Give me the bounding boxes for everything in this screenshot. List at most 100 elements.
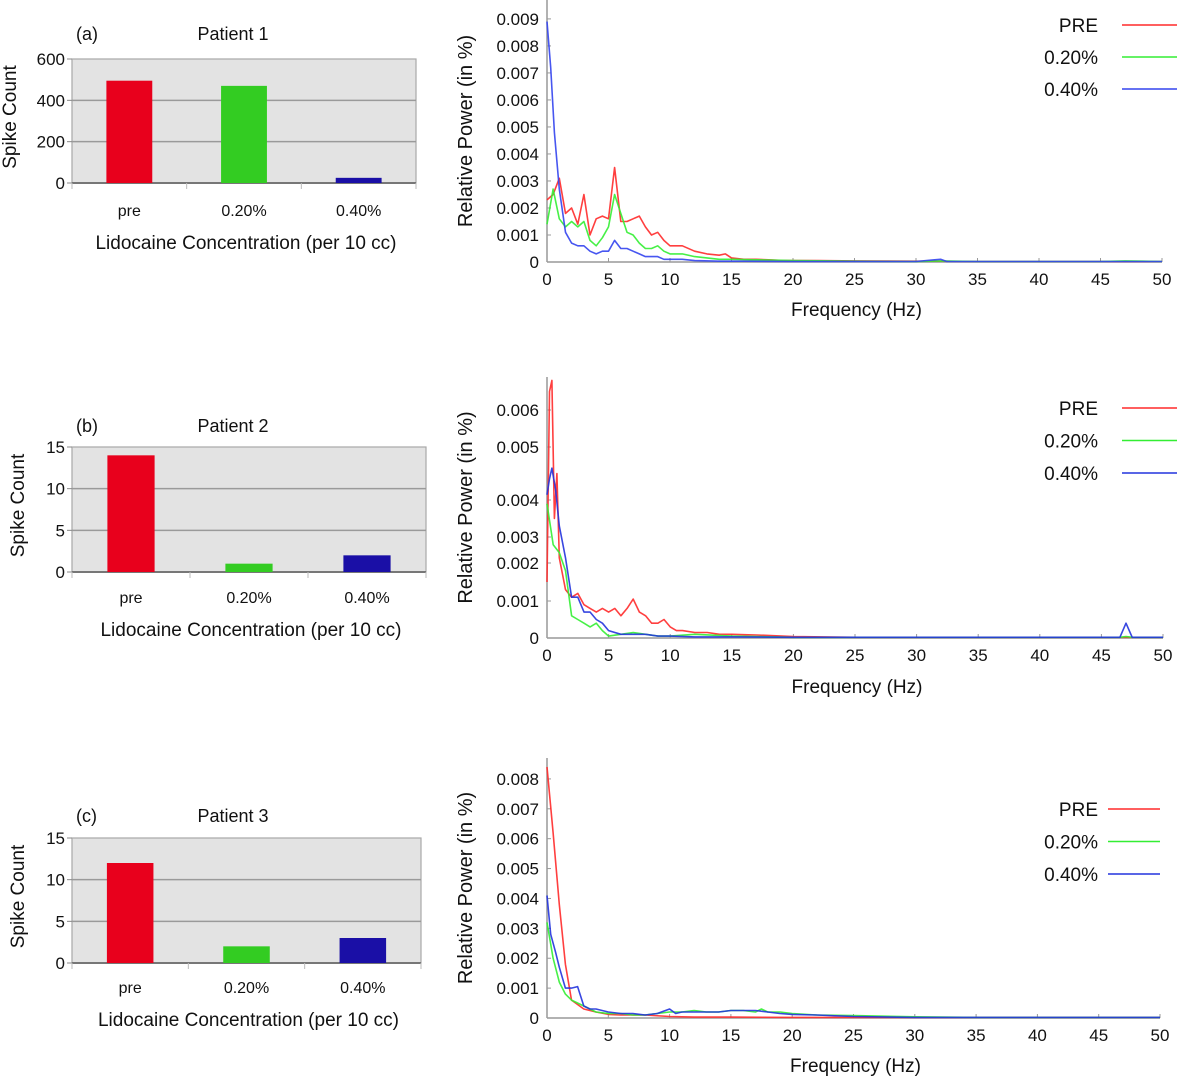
legend-label: PRE xyxy=(1059,16,1098,37)
panel-label: (a) xyxy=(76,24,98,44)
y-axis-label: Relative Power (in %) xyxy=(455,792,477,984)
x-tick-label: 15 xyxy=(721,1026,740,1045)
x-tick-label: 45 xyxy=(1092,646,1111,665)
y-tick-label: 0.006 xyxy=(496,91,539,110)
bar-pre xyxy=(106,80,153,183)
y-tick-label: 400 xyxy=(37,91,65,110)
x-tick-label: 20 xyxy=(783,1026,802,1045)
x-axis-label: Lidocaine Concentration (per 10 cc) xyxy=(95,233,396,254)
x-axis-label: Lidocaine Concentration (per 10 cc) xyxy=(98,1010,399,1031)
y-tick-label: 0.008 xyxy=(496,770,539,789)
y-tick-label: 0.002 xyxy=(496,199,539,218)
spectrum-chart-panel-2: 0 0.001 0.002 0.003 0.004 0.005 0.006 0 5 10 15 20 2… xyxy=(455,377,1177,698)
x-tick-label: 20 xyxy=(784,270,803,289)
y-tick-label: 5 xyxy=(56,912,65,931)
category-label: pre xyxy=(118,203,141,220)
y-tick-label: 0.008 xyxy=(496,37,539,56)
legend-label: 0.20% xyxy=(1044,833,1098,854)
legend-label: 0.20% xyxy=(1044,432,1098,453)
category-label: 0.40% xyxy=(340,980,385,997)
y-tick-label: 0.009 xyxy=(496,10,539,29)
y-tick-label: 0.001 xyxy=(496,592,539,611)
legend-label: 0.40% xyxy=(1044,464,1098,485)
x-axis-label: Frequency (Hz) xyxy=(791,300,922,321)
y-tick-label: 0.002 xyxy=(496,949,539,968)
y-tick-label: 0 xyxy=(530,253,539,272)
bar-040 xyxy=(343,555,391,572)
x-tick-label: 20 xyxy=(784,646,803,665)
y-tick-label: 0.004 xyxy=(496,889,539,908)
bar-020 xyxy=(225,563,273,572)
panel-label: (b) xyxy=(76,416,98,436)
y-axis-label: Spike Count xyxy=(0,65,21,169)
x-tick-label: 0 xyxy=(542,646,551,665)
x-tick-label: 50 xyxy=(1154,646,1173,665)
y-tick-label: 0.003 xyxy=(496,528,539,547)
y-tick-label: 0.004 xyxy=(496,145,539,164)
series-line-PRE xyxy=(546,166,1162,263)
y-tick-label: 0.003 xyxy=(496,172,539,191)
spectrum-chart-panel-1: 0 0.001 0.002 0.003 0.004 0.005 0.006 0.007 0.00… xyxy=(455,0,1177,321)
category-label: 0.20% xyxy=(221,203,266,220)
panel-label: (c) xyxy=(76,806,97,826)
y-tick-label: 0 xyxy=(530,1009,539,1028)
x-tick-label: 50 xyxy=(1153,270,1172,289)
y-tick-label: 0.007 xyxy=(496,64,539,83)
bar-040 xyxy=(339,938,387,963)
bar-pre xyxy=(106,863,154,963)
y-tick-label: 0.005 xyxy=(496,438,539,457)
category-label: 0.20% xyxy=(226,590,271,607)
x-tick-label: 25 xyxy=(846,646,865,665)
bar-chart-panel-1: 0 200 400 600 pre 0.20% 0.40% (a) Patient 1 Lidoc… xyxy=(0,24,417,254)
y-tick-label: 0.001 xyxy=(496,226,539,245)
y-tick-label: 10 xyxy=(46,480,65,499)
bar-chart-panel-2: 0 5 10 15 pre 0.20% 0.40% (b) Patient 2 Lidocaine… xyxy=(8,416,427,641)
x-tick-label: 40 xyxy=(1030,646,1049,665)
category-label: pre xyxy=(119,980,142,997)
x-axis-label: Frequency (Hz) xyxy=(792,677,923,698)
x-tick-label: 5 xyxy=(604,1026,613,1045)
series-line-040 xyxy=(546,895,1160,1019)
y-axis-label: Relative Power (in %) xyxy=(455,35,477,227)
x-axis-label: Lidocaine Concentration (per 10 cc) xyxy=(100,620,401,641)
chart-title: Patient 3 xyxy=(197,806,268,826)
x-tick-label: 30 xyxy=(905,1026,924,1045)
y-tick-label: 0.007 xyxy=(496,800,539,819)
x-tick-label: 10 xyxy=(661,646,680,665)
series-line-020 xyxy=(546,188,1163,263)
y-tick-label: 0.006 xyxy=(496,830,539,849)
x-tick-label: 5 xyxy=(604,270,613,289)
y-tick-label: 0.002 xyxy=(496,554,539,573)
bar-020 xyxy=(221,85,267,183)
y-tick-label: 0 xyxy=(56,954,65,973)
bar-020 xyxy=(223,946,270,963)
bar-chart-panel-3: 0 5 10 15 pre 0.20% 0.40% (c) Patient 3 Lidocaine… xyxy=(8,806,422,1031)
series-line-PRE xyxy=(546,379,1163,639)
y-tick-label: 5 xyxy=(56,521,65,540)
category-label: 0.20% xyxy=(224,980,269,997)
legend-label: 0.20% xyxy=(1044,48,1098,69)
category-label: 0.40% xyxy=(344,590,389,607)
y-tick-label: 0.005 xyxy=(496,860,539,879)
x-tick-label: 30 xyxy=(907,646,926,665)
y-tick-label: 0.004 xyxy=(496,491,539,510)
x-tick-label: 10 xyxy=(660,1026,679,1045)
series-line-020 xyxy=(546,503,1163,639)
x-axis-label: Frequency (Hz) xyxy=(790,1056,921,1077)
x-tick-label: 35 xyxy=(968,270,987,289)
x-tick-label: 10 xyxy=(661,270,680,289)
category-label: 0.40% xyxy=(336,203,381,220)
x-tick-label: 15 xyxy=(722,646,741,665)
legend-label: 0.40% xyxy=(1044,865,1098,886)
series-line-040 xyxy=(546,467,1163,639)
y-tick-label: 10 xyxy=(46,871,65,890)
x-tick-label: 15 xyxy=(722,270,741,289)
legend-label: PRE xyxy=(1059,800,1098,821)
x-tick-label: 25 xyxy=(844,1026,863,1045)
x-tick-label: 45 xyxy=(1089,1026,1108,1045)
x-tick-label: 45 xyxy=(1091,270,1110,289)
category-label: pre xyxy=(119,590,142,607)
y-axis-label: Spike Count xyxy=(8,844,29,948)
y-axis-label: Spike Count xyxy=(8,453,29,557)
